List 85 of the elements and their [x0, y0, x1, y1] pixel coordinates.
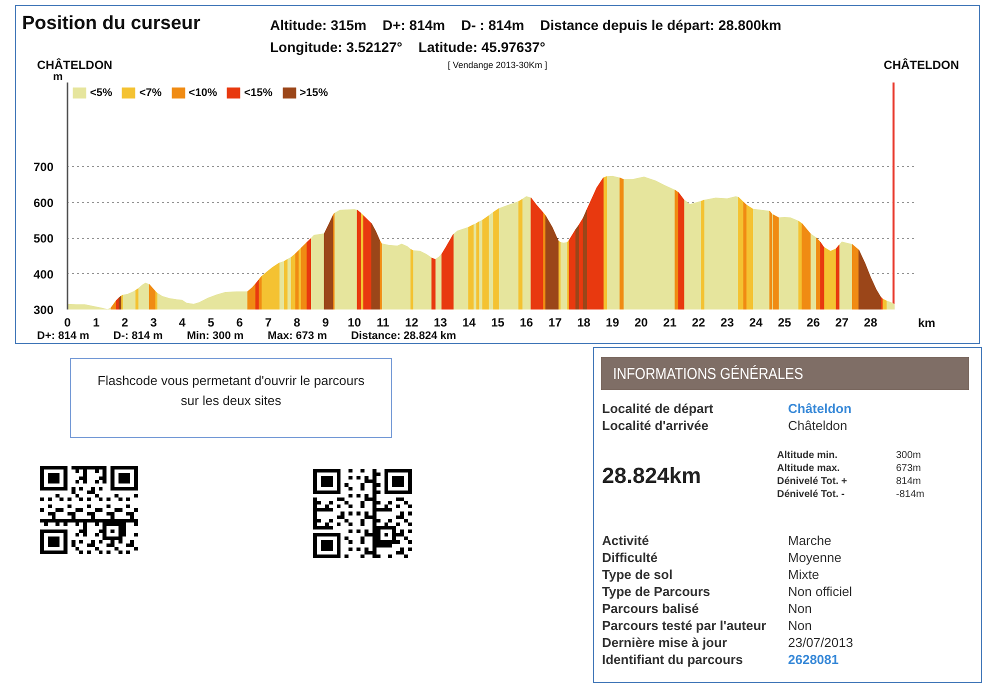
x-tick-label: 25	[778, 316, 792, 330]
text: D- : 814m	[461, 16, 524, 35]
y-tick-label: 500	[33, 232, 54, 246]
text: Latitude: 45.97637°	[418, 38, 546, 57]
x-tick-label: 22	[692, 316, 706, 330]
x-tick-label: 0	[64, 316, 72, 330]
chart-title: Position du curseur	[22, 12, 200, 36]
text: Parcours balisé	[602, 600, 699, 618]
y-tick-label: 700	[33, 160, 54, 174]
x-tick-label: 15	[491, 316, 505, 330]
text: 300m	[896, 449, 922, 463]
text: Type de sol	[602, 566, 673, 584]
text: Min: 300 m	[186, 329, 244, 344]
legend-label: <15%	[244, 86, 273, 99]
x-tick-label: 20	[634, 316, 648, 330]
chart-subtitle: [ Vendange 2013-30Km ]	[448, 60, 548, 70]
text: D+: 814 m	[37, 329, 90, 344]
x-tick-label: 1	[92, 316, 100, 330]
x-tick-label: 27	[835, 316, 849, 330]
x-tick-label: 3	[150, 316, 158, 330]
text: INFORMATIONS GÉNÉRALES	[613, 364, 804, 385]
text: D+: 814m	[382, 16, 446, 35]
text: Identifiant du parcours	[602, 651, 743, 669]
text: 28.824km	[602, 462, 702, 490]
x-tick-label: 19	[606, 316, 620, 330]
text: Localité de départ	[602, 400, 714, 418]
text: Non	[788, 600, 812, 618]
x-tick-label: 16	[520, 316, 534, 330]
legend-label: <5%	[90, 86, 112, 99]
x-tick-label: 11	[376, 316, 390, 330]
text: Châteldon	[788, 417, 848, 435]
text: Activité	[602, 532, 649, 550]
text: Non	[788, 617, 812, 635]
y-tick-label: 600	[33, 196, 54, 210]
x-tick-label: 6	[236, 316, 244, 330]
text: -814m	[896, 488, 924, 502]
x-tick-label: 21	[663, 316, 677, 330]
text: Dénivelé Tot. -	[777, 488, 845, 502]
text: Parcours testé par l'auteur	[602, 617, 766, 635]
y-tick-label: 400	[33, 267, 54, 282]
text: Type de Parcours	[602, 583, 710, 601]
text: Moyenne	[788, 549, 842, 567]
text: CHÂTELDON	[884, 57, 959, 74]
text: Mixte	[788, 566, 820, 584]
x-tick-label: 4	[178, 316, 186, 330]
y-tick-label: 300	[33, 303, 54, 317]
x-axis-title: km	[918, 315, 936, 332]
x-tick-label: 18	[577, 316, 591, 330]
x-tick-label: 8	[294, 316, 301, 330]
x-tick-label: 10	[348, 316, 362, 330]
legend-label: <10%	[188, 86, 218, 99]
x-tick-label: 26	[806, 316, 820, 330]
x-tick-label: 14	[462, 316, 476, 330]
text: Non officiel	[788, 583, 852, 601]
text: D-: 814 m	[113, 329, 163, 344]
x-tick-label: 17	[548, 316, 562, 330]
text: Difficulté	[602, 549, 658, 567]
text: 814m	[896, 475, 922, 489]
x-tick-label: 9	[322, 316, 330, 330]
text: Longitude: 3.52127°	[270, 38, 402, 57]
text: Altitude: 315m	[270, 16, 366, 35]
text: Dernière mise à jour	[602, 634, 727, 652]
x-tick-label: 5	[208, 316, 215, 330]
x-tick-label: 28	[864, 316, 878, 330]
x-tick-label: 24	[749, 316, 763, 330]
x-tick-label: 2	[122, 316, 129, 330]
text: Dénivelé Tot. +	[777, 475, 848, 489]
x-tick-label: 13	[434, 316, 448, 330]
legend-label: <7%	[139, 86, 162, 99]
text: Distance: 28.824 km	[350, 329, 456, 344]
x-tick-label: 12	[405, 316, 419, 330]
text: Flashcode vous permetant d'ouvrir le parcours sur les deux sites	[98, 373, 364, 408]
text: Châteldon	[788, 400, 852, 418]
x-tick-label: 7	[264, 316, 272, 330]
text: Max: 673 m	[268, 329, 327, 344]
text: 673m	[896, 462, 922, 476]
text: Altitude min.	[777, 449, 838, 463]
text: Marche	[788, 532, 832, 550]
legend-label: >15%	[300, 86, 328, 99]
text: Altitude max.	[777, 462, 840, 476]
text: Localité d'arrivée	[602, 417, 708, 435]
text: 23/07/2013	[788, 634, 854, 652]
text: 2628081	[788, 651, 839, 669]
text: Distance depuis le départ: 28.800km	[540, 16, 782, 35]
x-tick-label: 23	[720, 316, 734, 330]
